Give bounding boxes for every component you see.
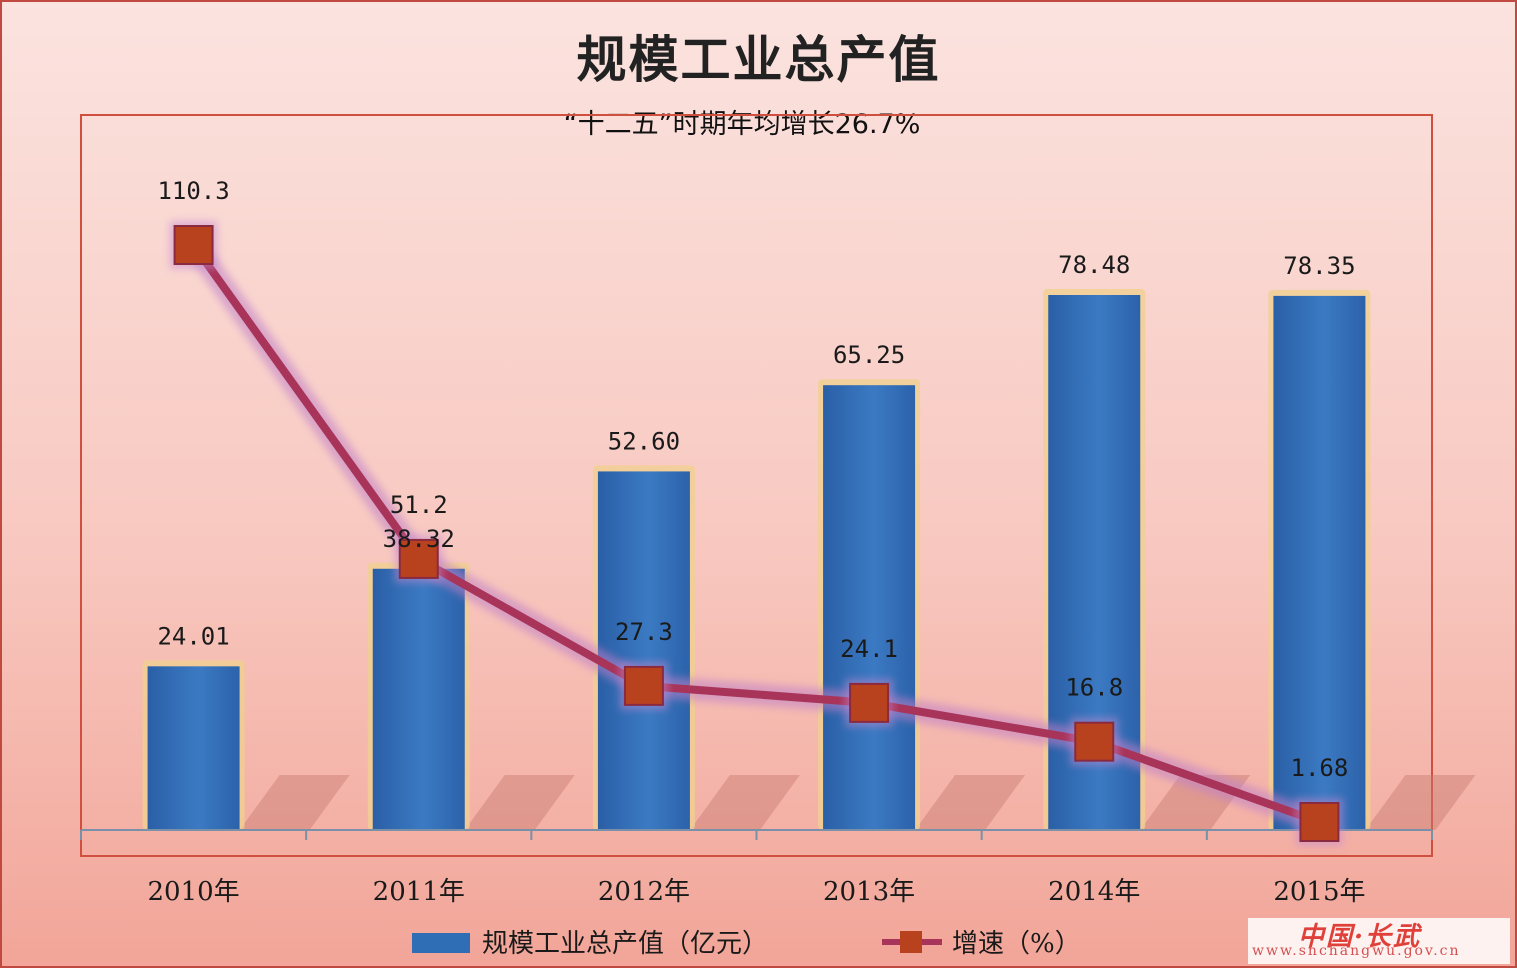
x-tick-label: 2011年 xyxy=(373,877,465,907)
chart-title: 规模工业总产值 xyxy=(576,30,941,89)
bar-shadow xyxy=(689,775,800,830)
line-value-label: 110.3 xyxy=(157,177,229,205)
line-value-label: 51.2 xyxy=(390,491,448,519)
legend-bar-label: 规模工业总产值（亿元） xyxy=(482,929,768,959)
watermark-panel xyxy=(1248,918,1510,964)
legend-line-label: 增速（%） xyxy=(952,929,1081,959)
watermark-logo: 中国·长武 xyxy=(1298,922,1422,952)
watermark-url: www.snchangwu.gov.cn xyxy=(1252,943,1461,959)
line-marker xyxy=(173,225,214,265)
bar xyxy=(597,471,690,830)
bar-shadow xyxy=(464,775,575,830)
line-value-label: 1.68 xyxy=(1291,754,1349,782)
legend-bar-swatch xyxy=(412,933,470,953)
line-value-label: 27.3 xyxy=(615,618,673,646)
bar-shadow xyxy=(915,775,1026,830)
bar-shadow xyxy=(239,775,350,830)
plot-area xyxy=(80,114,1433,857)
line-marker xyxy=(623,665,664,706)
bar xyxy=(147,666,240,830)
line-marker xyxy=(1299,802,1340,842)
bar xyxy=(1273,295,1366,830)
bar-value-label: 78.48 xyxy=(1058,251,1130,279)
x-tick-label: 2015年 xyxy=(1273,877,1365,907)
line-marker xyxy=(1074,721,1115,762)
bar-value-label: 38.32 xyxy=(383,525,455,553)
bar xyxy=(823,385,916,830)
legend-line-marker xyxy=(900,931,922,953)
line-glow xyxy=(184,238,1324,833)
x-tick-label: 2010年 xyxy=(147,877,239,907)
line-value-label: 24.1 xyxy=(840,635,898,663)
bar-value-label: 65.25 xyxy=(833,341,905,369)
x-tick-label: 2012年 xyxy=(598,877,690,907)
line-value-label: 16.8 xyxy=(1065,674,1123,702)
x-tick-label: 2014年 xyxy=(1048,877,1140,907)
bar-value-label: 52.60 xyxy=(608,427,680,455)
bar-value-label: 24.01 xyxy=(157,622,229,650)
bar-value-label: 78.35 xyxy=(1283,252,1355,280)
x-tick-label: 2013年 xyxy=(823,877,915,907)
bar-shadow xyxy=(1365,775,1476,830)
bar xyxy=(372,568,465,830)
line-series xyxy=(190,242,1321,826)
line-marker xyxy=(398,538,439,579)
line-marker xyxy=(849,682,890,723)
